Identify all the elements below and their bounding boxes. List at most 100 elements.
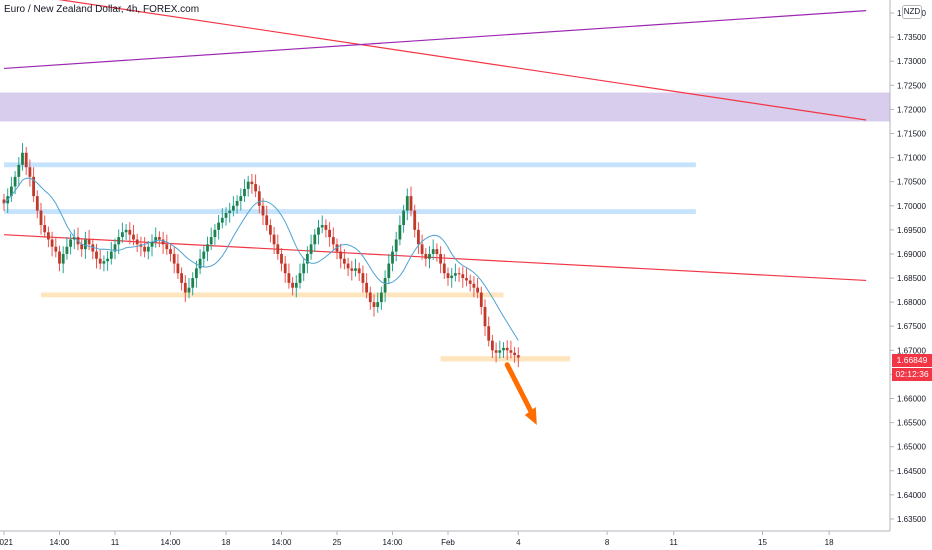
price-tick-label: 1.73000 (897, 57, 926, 66)
candle-body (350, 268, 354, 271)
candle-body (109, 251, 113, 259)
time-tick-label: 11 (111, 538, 120, 547)
candle-body (158, 237, 161, 240)
moving-average-line (3, 177, 519, 341)
time-tick-label: 11 (670, 538, 679, 547)
candle-body (472, 283, 476, 288)
red-descending-shallow (3, 234, 867, 282)
candle-body (417, 229, 420, 245)
candle-body (106, 258, 109, 262)
candle-body (254, 184, 257, 192)
candle-body (35, 196, 39, 211)
candle-body (309, 244, 313, 254)
candle-body (461, 274, 465, 279)
candle-body (394, 239, 398, 252)
candle-body (483, 306, 487, 327)
candle-body (391, 251, 394, 264)
projection-arrow-head (524, 407, 537, 425)
candle-body (2, 199, 6, 204)
candles-layer (2, 143, 520, 368)
candle-body (150, 241, 154, 247)
time-tick-label: 14:00 (382, 538, 403, 547)
candle-body (516, 355, 520, 358)
currency-selector[interactable]: NZD (902, 5, 922, 19)
blue-zone-upper (4, 162, 696, 168)
candle-body (80, 244, 84, 250)
red-descending-long (57, 0, 867, 121)
candle-body (72, 237, 76, 240)
candle-body (132, 234, 135, 240)
candle-body (479, 292, 483, 307)
candle-body (169, 249, 172, 254)
candle-body (224, 213, 228, 218)
candle-body (54, 246, 58, 252)
candle-body (476, 287, 479, 293)
candle-body (269, 225, 272, 235)
candle-body (17, 164, 21, 177)
candle-body (228, 210, 232, 213)
candle-body (250, 181, 254, 185)
price-tick-label: 1.70500 (897, 178, 926, 187)
candle-body (387, 263, 391, 279)
candle-body (365, 282, 368, 293)
candle-body (294, 282, 298, 288)
time-axis[interactable]: 2021 14:00 11 14:00 18 14:00 25 14:00 Feb 4 8 11 15 1… (0, 531, 834, 547)
candle-body (187, 287, 191, 293)
price-tick-label: 1.64000 (897, 491, 926, 500)
blue-zone-lower (4, 209, 696, 214)
projection-arrow-shaft (504, 362, 537, 420)
candle-body (405, 196, 409, 211)
candle-body (428, 253, 431, 259)
candle-body (313, 234, 317, 245)
candle-body (10, 186, 13, 197)
candle-body (21, 152, 24, 165)
countdown-tag: 02:12:36 (892, 368, 932, 381)
candle-body (261, 205, 265, 216)
price-tick-label: 1.71000 (897, 154, 926, 163)
candle-body (509, 350, 513, 353)
candle-body (380, 292, 383, 303)
candle-body (317, 227, 320, 235)
candle-body (331, 237, 335, 245)
candle-body (165, 244, 169, 250)
candle-body (346, 263, 350, 269)
purple-ascending (3, 10, 867, 70)
candle-body (209, 237, 213, 245)
time-tick-label: 2021 (0, 538, 13, 547)
candle-body (154, 237, 158, 242)
candle-body (135, 239, 139, 245)
time-tick-label: 14:00 (271, 538, 292, 547)
time-tick-label: 4 (516, 538, 521, 547)
orange-zone-low (440, 356, 571, 362)
candle-body (402, 210, 405, 226)
candle-body (47, 232, 50, 240)
time-tick-label: Feb (441, 538, 455, 547)
candle-body (246, 181, 250, 189)
candle-body (39, 210, 43, 226)
time-tick-label: 14:00 (49, 538, 70, 547)
candle-body (446, 273, 450, 279)
candle-body (58, 251, 61, 264)
candle-body (413, 210, 417, 230)
price-axis[interactable]: 1.740001.735001.730001.725001.720001.715… (890, 9, 926, 524)
candle-body (121, 232, 124, 238)
candle-body (102, 261, 106, 264)
candle-body (235, 200, 239, 206)
candle-body (283, 263, 287, 274)
candle-body (320, 225, 324, 228)
candle-body (372, 302, 376, 307)
candle-body (465, 278, 468, 281)
price-tick-label: 1.64500 (897, 467, 926, 476)
candle-body (180, 273, 183, 283)
candle-body (424, 253, 428, 259)
candle-body (220, 217, 224, 223)
candle-body (172, 253, 176, 264)
price-tick-label: 1.70000 (897, 202, 926, 211)
candle-body (306, 253, 309, 264)
candle-body (257, 191, 261, 206)
time-tick-label: 14:00 (160, 538, 181, 547)
candle-body (183, 282, 187, 293)
candle-body (368, 292, 372, 303)
candle-body (420, 244, 424, 254)
